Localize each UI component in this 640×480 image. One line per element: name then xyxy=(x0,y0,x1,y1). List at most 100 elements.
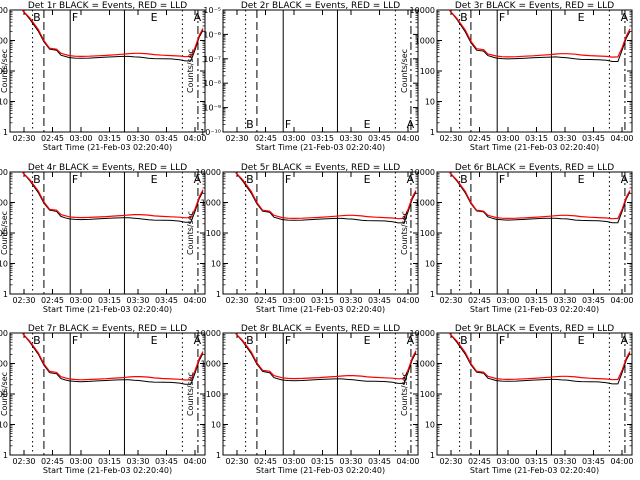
region-marker-B: B xyxy=(33,11,41,24)
series-events-line xyxy=(448,9,631,62)
y-tick-label: 10000 xyxy=(410,6,435,15)
region-marker-F: F xyxy=(72,173,78,186)
x-tick-label: 03:45 xyxy=(582,134,605,143)
y-tick-label: 100 xyxy=(206,229,221,238)
x-axis-label: Start Time (21-Feb-03 02:20:40) xyxy=(256,305,385,314)
y-tick-label: 10000 xyxy=(0,6,8,15)
panel-4: Det 4r BLACK = Events, RED = LLD 1 10 100 10… xyxy=(0,163,207,314)
x-tick-label: 03:30 xyxy=(126,134,149,143)
series-events-line xyxy=(21,332,204,385)
y-tick-label: 1 xyxy=(430,290,435,299)
region-marker-A: A xyxy=(621,11,629,24)
y-tick-label: 1000 xyxy=(415,37,435,46)
region-marker-F: F xyxy=(72,334,78,347)
y-tick-label: 100 xyxy=(206,390,221,399)
y-tick-label: 10 xyxy=(0,421,8,430)
region-marker-E: E xyxy=(578,334,585,347)
region-marker-F: F xyxy=(72,11,78,24)
y-tick-label: 1 xyxy=(3,451,8,460)
x-tick-label: 02:45 xyxy=(468,296,491,305)
x-tick-label: 04:00 xyxy=(396,296,419,305)
region-marker-B: B xyxy=(460,173,468,186)
y-tick-label: 1 xyxy=(430,451,435,460)
y-tick-label: 1000 xyxy=(415,199,435,208)
panel-1: Det 1r BLACK = Events, RED = LLD 1 10 100 10… xyxy=(0,1,207,152)
region-marker-F: F xyxy=(285,173,291,186)
region-marker-F: F xyxy=(285,334,291,347)
x-tick-label: 03:15 xyxy=(98,296,121,305)
y-tick-label: 100 xyxy=(420,67,435,76)
panel-title: Det 7r BLACK = Events, RED = LLD xyxy=(28,324,187,334)
x-axis-label: Start Time (21-Feb-03 02:20:40) xyxy=(470,305,599,314)
x-tick-label: 03:00 xyxy=(282,296,305,305)
x-tick-label: 03:30 xyxy=(553,457,576,466)
x-tick-label: 03:00 xyxy=(69,457,92,466)
x-tick-label: 03:00 xyxy=(69,296,92,305)
series-lld-line xyxy=(234,171,417,220)
y-tick-label: 1000 xyxy=(201,360,221,369)
y-tick-label: 1 xyxy=(3,128,8,137)
series-events-line xyxy=(448,171,631,224)
x-axis-label: Start Time (21-Feb-03 02:20:40) xyxy=(256,466,385,475)
y-tick-label: 1 xyxy=(216,290,221,299)
y-tick-label: 1 xyxy=(216,451,221,460)
y-tick-label: 1000 xyxy=(415,360,435,369)
y-tick-label: 10000 xyxy=(0,329,8,338)
x-tick-label: 04:00 xyxy=(396,134,419,143)
region-marker-E: E xyxy=(151,334,158,347)
y-tick-label: 10000 xyxy=(196,329,221,338)
region-marker-F: F xyxy=(499,334,505,347)
x-tick-label: 02:45 xyxy=(468,457,491,466)
panel-title: Det 8r BLACK = Events, RED = LLD xyxy=(241,324,400,334)
plot-frame xyxy=(436,171,633,295)
y-tick-label: 10000 xyxy=(410,168,435,177)
region-marker-A: A xyxy=(407,334,415,347)
plot-frame xyxy=(9,332,206,456)
panel-6: Det 6r BLACK = Events, RED = LLD 1 10 100 10… xyxy=(400,163,634,314)
x-tick-label: 03:45 xyxy=(582,296,605,305)
y-tick-label: 10⁻⁹ xyxy=(203,104,221,113)
panel-7: Det 7r BLACK = Events, RED = LLD 1 10 100 10… xyxy=(0,324,207,475)
x-tick-label: 03:15 xyxy=(98,134,121,143)
x-axis-label: Start Time (21-Feb-03 02:20:40) xyxy=(470,466,599,475)
y-tick-label: 100 xyxy=(420,229,435,238)
x-tick-label: 04:00 xyxy=(610,296,633,305)
y-tick-label: 10 xyxy=(211,260,221,269)
panel-title: Det 1r BLACK = Events, RED = LLD xyxy=(28,1,187,11)
x-tick-label: 03:30 xyxy=(339,296,362,305)
series-lld-line xyxy=(21,332,204,381)
y-tick-label: 100 xyxy=(420,390,435,399)
x-axis-label: Start Time (21-Feb-03 02:20:40) xyxy=(43,305,172,314)
y-tick-label: 10 xyxy=(0,260,8,269)
y-axis-label: Counts/sec xyxy=(186,49,195,93)
x-tick-label: 02:45 xyxy=(41,134,64,143)
x-tick-label: 02:30 xyxy=(12,134,35,143)
y-tick-label: 10⁻⁷ xyxy=(203,55,221,64)
x-tick-label: 03:30 xyxy=(126,457,149,466)
plot-frame xyxy=(436,9,633,133)
panel-8: Det 8r BLACK = Events, RED = LLD 1 10 100 10… xyxy=(186,324,420,475)
x-tick-label: 03:00 xyxy=(496,296,519,305)
x-tick-label: 02:45 xyxy=(468,134,491,143)
x-tick-label: 03:45 xyxy=(368,296,391,305)
y-tick-label: 10 xyxy=(425,421,435,430)
x-tick-label: 04:00 xyxy=(183,457,206,466)
panel-5: Det 5r BLACK = Events, RED = LLD 1 10 100 10… xyxy=(186,163,420,314)
panel-9: Det 9r BLACK = Events, RED = LLD 1 10 100 10… xyxy=(400,324,634,475)
series-events-line xyxy=(234,171,417,224)
y-tick-label: 10 xyxy=(211,421,221,430)
x-tick-label: 03:30 xyxy=(339,134,362,143)
x-tick-label: 03:15 xyxy=(525,457,548,466)
x-tick-label: 02:30 xyxy=(439,457,462,466)
series-lld-line xyxy=(448,332,631,381)
region-marker-B: B xyxy=(246,334,254,347)
x-tick-label: 03:00 xyxy=(496,457,519,466)
region-marker-A: A xyxy=(407,118,415,131)
y-tick-label: 10⁻⁵ xyxy=(203,6,221,15)
x-tick-label: 03:45 xyxy=(582,457,605,466)
y-tick-label: 1000 xyxy=(0,199,8,208)
region-marker-E: E xyxy=(364,173,371,186)
x-tick-label: 04:00 xyxy=(183,296,206,305)
y-tick-label: 10⁻⁸ xyxy=(203,79,221,88)
x-tick-label: 02:30 xyxy=(439,134,462,143)
